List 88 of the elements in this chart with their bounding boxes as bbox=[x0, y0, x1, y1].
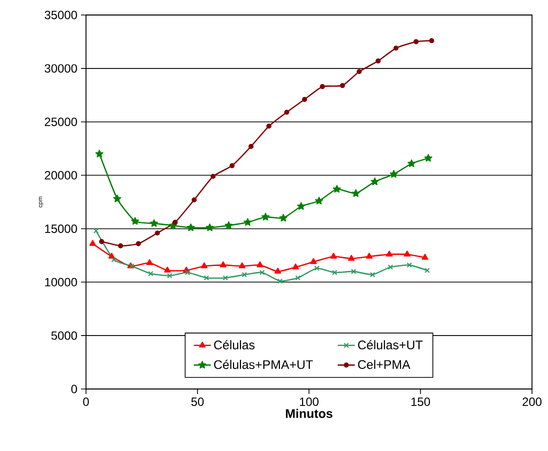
point bbox=[146, 259, 153, 266]
point bbox=[429, 38, 434, 44]
point bbox=[136, 241, 141, 246]
point bbox=[350, 268, 356, 274]
legend-label: Cel+PMA bbox=[358, 360, 410, 369]
point bbox=[184, 270, 190, 276]
point bbox=[99, 238, 104, 244]
point bbox=[284, 110, 290, 115]
point bbox=[340, 82, 345, 88]
y-tick-label: 35000 bbox=[44, 10, 78, 20]
point bbox=[320, 84, 325, 90]
point bbox=[220, 261, 226, 268]
point bbox=[302, 96, 308, 102]
point bbox=[262, 212, 270, 220]
point bbox=[172, 220, 178, 225]
point bbox=[238, 262, 246, 268]
y-tick-label: 25000 bbox=[44, 118, 78, 126]
point bbox=[297, 202, 306, 210]
point bbox=[406, 262, 412, 268]
point bbox=[356, 69, 362, 74]
point bbox=[292, 263, 299, 270]
point bbox=[166, 273, 172, 278]
point bbox=[274, 268, 282, 274]
point bbox=[279, 214, 288, 222]
point bbox=[244, 218, 252, 226]
point bbox=[256, 261, 264, 268]
point bbox=[222, 275, 228, 281]
point bbox=[260, 270, 265, 276]
point bbox=[295, 275, 301, 281]
point bbox=[224, 221, 233, 229]
point bbox=[242, 272, 247, 278]
y-tick-label: 15000 bbox=[45, 224, 78, 233]
point bbox=[332, 270, 338, 276]
y-tick-label: 30000 bbox=[44, 64, 78, 73]
point bbox=[388, 264, 394, 270]
point bbox=[370, 178, 379, 186]
x-tick-label: 100 bbox=[300, 398, 319, 406]
point bbox=[366, 252, 373, 259]
point bbox=[330, 252, 337, 259]
y-tick-label: 20000 bbox=[44, 171, 78, 180]
point bbox=[393, 46, 399, 51]
point bbox=[266, 124, 272, 129]
point bbox=[113, 194, 122, 202]
legend-label: Células bbox=[214, 340, 255, 350]
point bbox=[111, 257, 117, 262]
point bbox=[422, 254, 428, 260]
y-tick-label: 10000 bbox=[45, 278, 78, 286]
legend-label: Células+UT bbox=[358, 340, 423, 350]
point bbox=[352, 189, 360, 197]
point bbox=[108, 252, 115, 259]
point bbox=[230, 163, 235, 168]
x-tick-label: 150 bbox=[411, 398, 430, 406]
x-tick-label: 50 bbox=[191, 398, 204, 406]
point bbox=[370, 272, 376, 278]
point bbox=[348, 254, 355, 261]
y-tick-label: 0 bbox=[71, 384, 78, 394]
point bbox=[414, 39, 419, 44]
x-axis-title: Minutos bbox=[286, 408, 332, 418]
point bbox=[150, 219, 158, 227]
point bbox=[89, 240, 96, 246]
point bbox=[192, 197, 197, 202]
point bbox=[131, 217, 140, 225]
point bbox=[404, 250, 410, 257]
point bbox=[95, 150, 104, 158]
point bbox=[332, 185, 341, 193]
point bbox=[164, 266, 171, 273]
point bbox=[310, 258, 317, 264]
point bbox=[148, 270, 154, 276]
point bbox=[118, 243, 124, 248]
point bbox=[210, 174, 216, 179]
point bbox=[248, 144, 254, 149]
point bbox=[376, 58, 381, 64]
point bbox=[424, 154, 432, 162]
point bbox=[204, 275, 210, 281]
point bbox=[186, 224, 195, 232]
point bbox=[200, 262, 208, 268]
y-tick-label: 5000 bbox=[51, 331, 78, 340]
point bbox=[386, 250, 393, 257]
point bbox=[206, 224, 214, 232]
point bbox=[315, 196, 323, 204]
legend-label: Células+PMA+UT bbox=[214, 360, 313, 370]
x-tick-label: 200 bbox=[522, 398, 542, 406]
point bbox=[408, 159, 416, 167]
point bbox=[390, 170, 398, 178]
point bbox=[277, 278, 283, 284]
x-tick-label: 0 bbox=[83, 398, 89, 406]
point bbox=[154, 230, 160, 236]
point bbox=[314, 266, 320, 271]
